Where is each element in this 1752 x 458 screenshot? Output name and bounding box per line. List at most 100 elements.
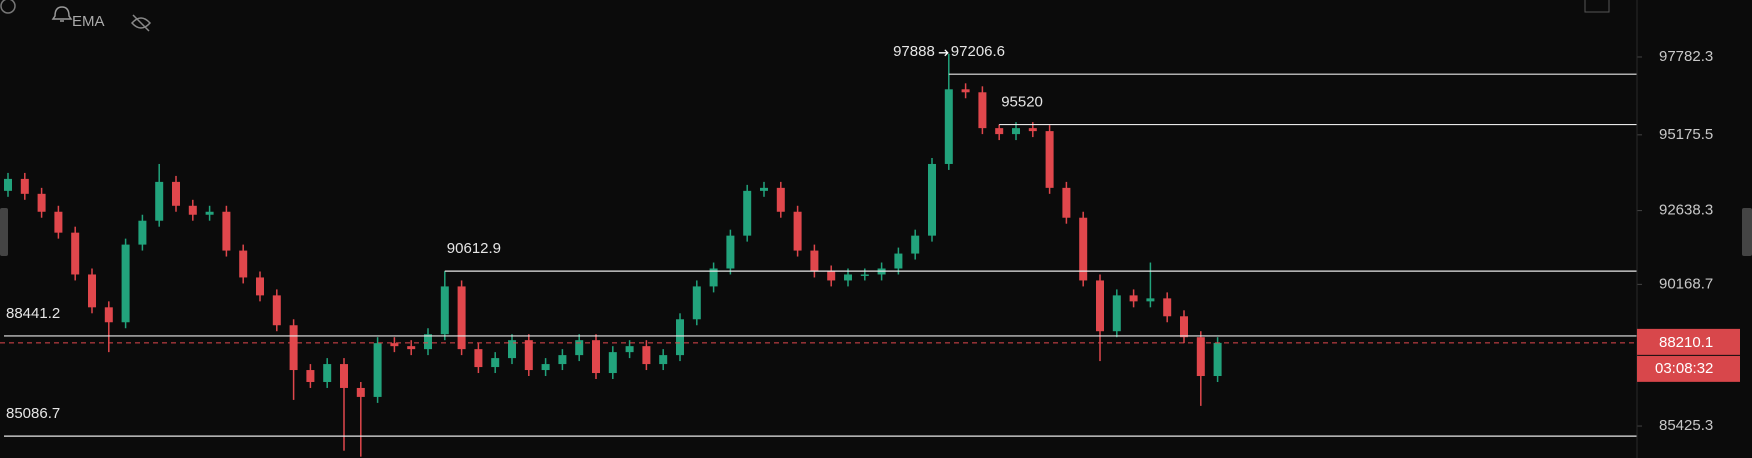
candle-body <box>608 352 617 374</box>
candle-body <box>155 181 164 221</box>
y-tick-label: 97782.3 <box>1659 48 1713 65</box>
candle-body <box>1196 337 1205 377</box>
candle-body <box>944 89 953 164</box>
right-tab[interactable] <box>1742 208 1752 256</box>
candle-body <box>625 346 634 353</box>
candle-body <box>642 346 651 365</box>
candle-body <box>1146 298 1155 302</box>
window-icon[interactable] <box>1584 0 1610 13</box>
level-label: 85086.7 <box>6 405 60 422</box>
plot: 97206.6 95520 90612.9 88441.2 85086.7 97888 <box>0 43 1637 457</box>
candle-body <box>54 211 63 233</box>
candle-body <box>709 268 718 287</box>
left-tab[interactable] <box>0 208 8 256</box>
candle-body <box>272 295 281 326</box>
candle-body <box>37 193 46 212</box>
y-tick-label: 95175.5 <box>1659 126 1713 143</box>
candle-body <box>20 178 29 194</box>
candle-body <box>390 343 399 347</box>
candle-body <box>104 307 113 323</box>
peak-arrow <box>938 49 949 57</box>
candle-body <box>188 205 197 215</box>
candle-body <box>860 274 869 276</box>
candle-body <box>911 235 920 254</box>
candle-body <box>592 340 600 374</box>
level-label: 95520 <box>1001 94 1043 111</box>
candle-body <box>659 355 668 365</box>
candle-body <box>1180 316 1188 338</box>
candle-body <box>676 319 684 356</box>
candle-body <box>995 128 1004 135</box>
candle-body <box>256 277 264 296</box>
candle-body <box>71 232 80 275</box>
peak-label: 97888 <box>893 43 935 60</box>
candle-body <box>558 355 567 365</box>
level-label: 90612.9 <box>447 240 501 257</box>
candle-body <box>793 211 802 251</box>
candle-body <box>978 92 987 129</box>
candle-body <box>491 358 500 368</box>
candle-body <box>743 190 752 236</box>
candle-body <box>323 364 332 382</box>
last-price-label: 88210.1 <box>1659 334 1713 351</box>
y-tick-label: 85425.3 <box>1659 417 1713 434</box>
candle-body <box>440 286 449 335</box>
candle-body <box>138 220 147 245</box>
countdown-label: 03:08:32 <box>1655 360 1713 377</box>
candle-body <box>928 163 936 236</box>
price-axis: 97782.3 95175.5 92638.3 90168.7 85425.3 88210… <box>1636 0 1740 458</box>
level-label: 97206.6 <box>951 43 1005 60</box>
candle-body <box>88 274 96 308</box>
candle-body <box>760 187 768 191</box>
candle-body <box>424 334 432 350</box>
indicator-label[interactable]: EMA <box>72 13 105 30</box>
candle-body <box>289 325 298 371</box>
candle-body <box>340 364 348 388</box>
candle-body <box>1045 131 1054 188</box>
countdown-box <box>1637 355 1740 382</box>
candle-body <box>1112 295 1121 332</box>
candle-body <box>508 340 516 359</box>
candle-body <box>1012 128 1020 135</box>
level-label: 88441.2 <box>6 305 60 322</box>
candle-body <box>222 211 231 251</box>
y-tick-label: 90168.7 <box>1659 275 1713 292</box>
candle-body <box>726 235 735 269</box>
candle-body <box>474 349 483 368</box>
header: EMA <box>0 0 1610 32</box>
candle-body <box>356 387 365 397</box>
candle-body <box>1213 342 1222 377</box>
candle-body <box>1062 187 1071 218</box>
candle-body <box>1079 217 1088 281</box>
candle-body <box>457 286 466 350</box>
candle-body <box>1028 128 1037 132</box>
bell-icon[interactable] <box>51 6 73 22</box>
candle-body <box>776 187 785 212</box>
last-price-box <box>1637 328 1740 355</box>
icon <box>0 0 16 14</box>
hide-icon[interactable] <box>130 14 152 32</box>
candle-body <box>541 364 550 371</box>
candle-body <box>1163 298 1172 317</box>
candle-body <box>4 178 12 191</box>
candle-body <box>205 211 214 215</box>
candle-body <box>844 274 852 281</box>
candle-body <box>575 340 584 356</box>
candle-body <box>306 370 315 382</box>
candle-body <box>827 271 836 281</box>
candle-body <box>121 244 130 323</box>
candle-body <box>692 286 701 320</box>
candle-body <box>810 250 819 272</box>
candle-body <box>894 253 903 269</box>
candle-body <box>373 343 382 397</box>
candle-body <box>407 346 416 350</box>
y-tick-label: 92638.3 <box>1659 202 1713 219</box>
candle-body <box>172 181 180 206</box>
candle-body <box>1129 295 1138 302</box>
candle-body <box>239 250 248 278</box>
candle-body <box>961 89 970 93</box>
candle-body <box>1096 280 1104 332</box>
